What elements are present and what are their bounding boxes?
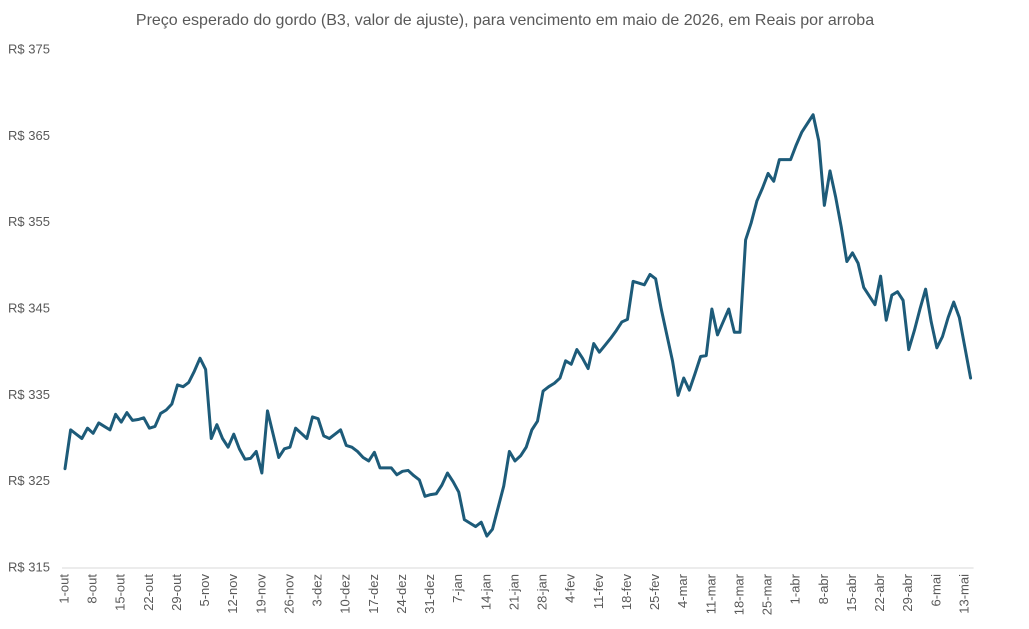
x-tick-label: 17-dez — [366, 574, 381, 614]
x-tick-label: 11-fev — [591, 574, 606, 610]
x-tick-label: 14-jan — [478, 574, 493, 610]
x-tick-label: 5-nov — [197, 574, 212, 607]
x-tick-label: 31-dez — [422, 574, 437, 614]
x-tick-label: 3-dez — [310, 574, 325, 607]
x-tick-label: 25-mar — [760, 573, 775, 615]
y-tick-label: R$ 355 — [8, 214, 50, 229]
x-tick-label: 26-nov — [281, 574, 296, 614]
x-tick-label: 28-jan — [535, 574, 550, 610]
x-tick-label: 8-out — [85, 574, 100, 604]
x-tick-label: 10-dez — [338, 574, 353, 614]
x-tick-label: 8-abr — [816, 573, 831, 604]
x-tick-label: 4-fev — [563, 574, 578, 603]
x-tick-label: 4-mar — [675, 573, 690, 608]
x-tick-label: 15-out — [113, 574, 128, 611]
y-tick-label: R$ 365 — [8, 128, 50, 143]
x-tick-label: 19-nov — [253, 574, 268, 614]
y-tick-label: R$ 345 — [8, 300, 50, 315]
x-tick-label: 22-abr — [872, 573, 887, 611]
x-tick-label: 18-mar — [731, 573, 746, 615]
x-tick-label: 13-mai — [956, 574, 971, 614]
x-tick-label: 6-mai — [928, 574, 943, 607]
y-tick-label: R$ 335 — [8, 387, 50, 402]
x-tick-label: 1-out — [56, 574, 71, 604]
chart-title: Preço esperado do gordo (B3, valor de aj… — [136, 12, 874, 29]
x-tick-label: 11-mar — [703, 573, 718, 614]
y-tick-label: R$ 325 — [8, 473, 50, 488]
x-tick-label: 18-fev — [619, 574, 634, 611]
x-tick-label: 29-abr — [900, 573, 915, 611]
x-tick-label: 15-abr — [844, 573, 859, 611]
y-tick-label: R$ 375 — [8, 41, 50, 56]
x-tick-label: 22-out — [141, 574, 156, 611]
x-tick-label: 7-jan — [450, 574, 465, 603]
x-tick-label: 1-abr — [788, 573, 803, 604]
x-tick-label: 25-fev — [647, 574, 662, 611]
line-series — [63, 113, 973, 538]
x-tick-label: 21-jan — [506, 574, 521, 610]
x-tick-label: 12-nov — [225, 574, 240, 614]
y-tick-label: R$ 315 — [8, 559, 50, 574]
x-tick-label: 24-dez — [394, 574, 409, 614]
x-tick-label: 29-out — [169, 574, 184, 611]
